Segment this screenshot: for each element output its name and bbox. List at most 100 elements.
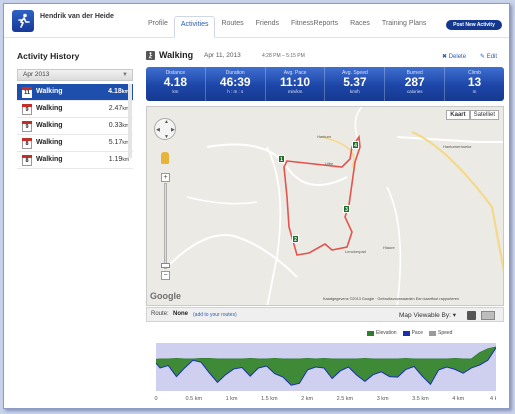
activity-list-item[interactable]: 9 Walking 0.33km <box>17 118 133 135</box>
chevron-down-icon: ▼ <box>122 72 128 78</box>
legend-item-pace[interactable]: Pace <box>402 330 423 336</box>
stat-label: Avg. Pace <box>283 70 307 76</box>
x-tick-label: 0 <box>154 396 157 402</box>
activity-distance-value: 1.19 <box>108 156 123 163</box>
street-view-pegman-icon[interactable] <box>161 152 169 164</box>
month-select[interactable]: Apr 2013 ▼ <box>17 69 133 81</box>
tab-profile[interactable]: Profile <box>148 20 168 27</box>
map-place-label: Ulbe <box>325 161 334 166</box>
zoom-in-button[interactable]: + <box>161 173 170 182</box>
user-name[interactable]: Hendrik van der Heide <box>40 13 114 20</box>
route-marker-icon[interactable]: 2 <box>292 235 299 243</box>
stat-label: Climb <box>468 70 481 76</box>
activity-distance-value: 0.33 <box>108 122 123 129</box>
stat-value: 4.18 <box>163 75 188 89</box>
route-map[interactable]: Kaart Satelliet ▲ ▼ ◀ ▶ + − Hantum Hantu… <box>146 106 504 306</box>
route-marker-icon[interactable]: 1 <box>278 155 285 163</box>
elevation-area <box>156 346 496 386</box>
edit-label: Edit <box>486 54 498 60</box>
route-value: None <box>173 311 188 317</box>
activity-distance: 4.18km <box>108 88 129 95</box>
activity-date: Apr 11, 2013 <box>204 52 241 59</box>
map-copyright: Kaartgegevens ©2013 Google · Gebruiksvoo… <box>323 297 459 301</box>
activity-distance-unit: km <box>122 123 129 129</box>
activity-title: Walking <box>159 50 194 60</box>
x-tick-label: 0.5 km <box>186 396 203 402</box>
top-bar: Hendrik van der Heide Profile Activities… <box>4 4 509 38</box>
x-tick-label: 2.5 km <box>337 396 354 402</box>
tab-routes[interactable]: Routes <box>221 20 244 27</box>
x-tick-label: 4 km <box>452 396 464 402</box>
stat-value: 5.37 <box>343 75 367 89</box>
stat-value: 13 <box>467 75 482 89</box>
map-type-kaart-button[interactable]: Kaart <box>446 110 470 120</box>
x-tick-label: 3 km <box>377 396 389 402</box>
pan-left-icon[interactable]: ◀ <box>156 127 160 133</box>
map-type-switch: Kaart Satelliet <box>446 110 499 120</box>
calendar-icon: 9 <box>22 121 32 132</box>
delete-label: Delete <box>448 54 467 60</box>
activity-distance: 0.33km <box>109 122 129 129</box>
route-bar: Route: None (add to your routes) Map Vie… <box>146 307 504 322</box>
stat-distance: Distance 4.18 km <box>146 67 206 101</box>
zoom-slider[interactable] <box>164 183 167 269</box>
stat-burned: Burned 287 calories <box>385 67 446 101</box>
activity-distance-unit: km <box>122 157 129 163</box>
map-size-icon[interactable] <box>481 311 495 320</box>
calendar-icon: 9 <box>22 104 32 115</box>
elevation-line <box>155 346 496 360</box>
tab-races[interactable]: Races <box>350 20 370 27</box>
delete-link[interactable]: ✖ Delete <box>442 54 467 60</box>
runner-logo-icon[interactable] <box>12 10 34 32</box>
sidebar-scrollbar[interactable] <box>128 84 132 158</box>
legend-label: Pace <box>411 330 423 336</box>
stat-unit: m <box>472 89 477 94</box>
map-type-satelliet-button[interactable]: Satelliet <box>469 110 499 120</box>
edit-link[interactable]: ✎ Edit <box>480 54 498 60</box>
zoom-slider-handle[interactable] <box>161 263 170 268</box>
legend-swatch <box>402 330 410 336</box>
month-select-value: Apr 2013 <box>23 71 50 78</box>
activity-history-title: Activity History <box>17 51 80 61</box>
add-to-routes-link[interactable]: (add to your routes) <box>193 312 237 318</box>
stat-unit: calories <box>406 89 423 94</box>
map-roads <box>147 107 503 305</box>
stats-bar: Distance 4.18 km Duration 46:39 h : m : … <box>146 67 504 101</box>
pan-down-icon[interactable]: ▼ <box>164 134 169 140</box>
main-nav: Profile Activities Routes Friends Fitnes… <box>142 16 432 38</box>
activity-distance-unit: km <box>122 140 129 146</box>
pan-up-icon[interactable]: ▲ <box>164 119 169 125</box>
pan-control[interactable]: ▲ ▼ ◀ ▶ <box>154 118 176 140</box>
activity-list-item[interactable]: 9 Walking 2.47km <box>17 101 133 118</box>
map-place-label: Lenckerpad <box>345 249 366 254</box>
tab-activities[interactable]: Activities <box>173 16 216 38</box>
elevation-pace-chart[interactable]: 0 0.5 km 1 km 1.5 km 2 km 2.5 km 3 km 3.5 km 4 k… <box>146 339 496 407</box>
zoom-out-button[interactable]: − <box>161 271 170 280</box>
activity-list-item[interactable]: 8 Walking 5.17km <box>17 135 133 152</box>
route-marker-icon[interactable]: 4 <box>352 141 359 149</box>
map-viewable-by-select[interactable]: Map Viewable By: ▾ <box>399 312 456 319</box>
stat-climb: Climb 13 m <box>445 67 504 101</box>
post-new-activity-button[interactable]: Post New Activity <box>446 20 502 30</box>
legend-item-elevation[interactable]: Elevation <box>367 330 397 336</box>
pan-right-icon[interactable]: ▶ <box>171 127 175 133</box>
tab-friends[interactable]: Friends <box>255 20 279 27</box>
privacy-icon[interactable] <box>467 311 476 320</box>
x-tick-label: 2 km <box>301 396 313 402</box>
activity-list-item[interactable]: 8 Walking 1.19km <box>17 152 133 169</box>
map-place-label: Hantumerhoeke <box>443 144 472 149</box>
tab-training-plans[interactable]: Training Plans <box>381 20 427 27</box>
x-tick-label: 1 km <box>226 396 238 402</box>
route-marker-icon[interactable]: 3 <box>343 205 350 213</box>
tab-fitness-reports[interactable]: FitnessReports <box>291 20 339 27</box>
legend-item-speed[interactable]: Speed <box>428 330 452 336</box>
route-label: Route: <box>151 311 169 317</box>
stat-value: 46:39 <box>219 75 251 89</box>
legend-label: Elevation <box>376 330 397 336</box>
stat-label: Distance <box>165 70 186 76</box>
calendar-icon: 11 <box>22 87 32 98</box>
activity-name: Walking <box>36 105 63 112</box>
activity-distance: 1.19km <box>109 156 129 163</box>
activity-list-item[interactable]: 11 Walking 4.18km <box>17 84 133 101</box>
stat-unit: min/km <box>287 89 303 94</box>
